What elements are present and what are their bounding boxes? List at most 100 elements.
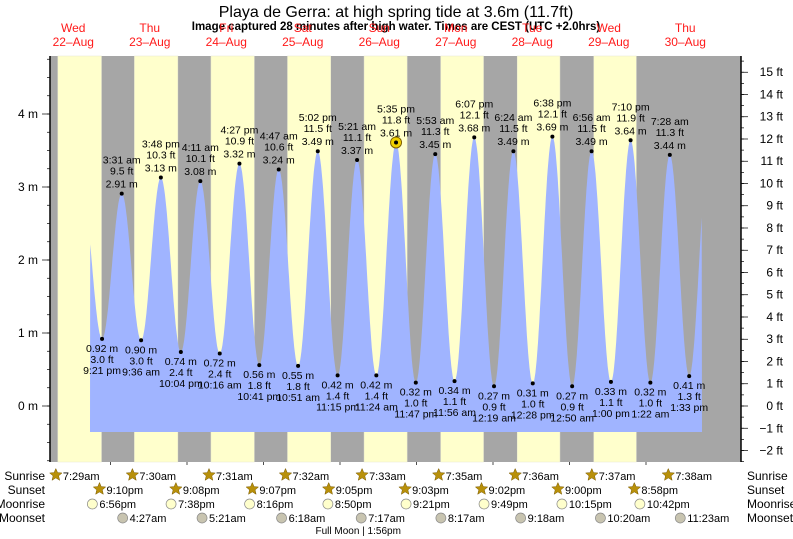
sunset-time: 9:10pm: [106, 485, 143, 497]
sunrise-star-icon: [202, 467, 216, 481]
moonrise-moon-icon: [165, 498, 177, 510]
high-tide-metres: 3.64 m: [615, 125, 647, 137]
high-tide-point: [433, 152, 438, 157]
low-tide-feet: 3.0 ft: [90, 354, 113, 366]
moonrise-time: 9:21pm: [413, 499, 450, 511]
axes: 0 m 1 m 2 m 3 m 4 m −2 ft −1 ft 0 ft 1 ft 2 ft 3 f…: [18, 56, 784, 465]
low-tide-time: 10:04 pm: [159, 378, 203, 390]
sunset-star-icon: [245, 481, 260, 495]
low-tide-feet: 1.8 ft: [248, 380, 271, 392]
sunset-star-icon: [398, 481, 412, 495]
low-tide-metres: 0.27 m: [478, 390, 510, 402]
moonrise-time: 10:15pm: [569, 499, 612, 511]
low-tide-feet: 1.1 ft: [443, 396, 466, 408]
high-tide-time: 6:56 am: [573, 112, 611, 124]
high-tide-point: [276, 167, 281, 172]
sunset-star-icon: [551, 481, 565, 495]
high-tide-metres: 3.61 m: [380, 127, 412, 139]
moonset-time: 4:27am: [130, 513, 167, 525]
low-tide-metres: 0.42 m: [322, 379, 354, 391]
sunrise-star-icon: [584, 467, 599, 481]
sunrise-time: 7:31am: [216, 471, 253, 483]
day-label-date: 29–Aug: [588, 35, 629, 49]
sunrise-time: 7:32am: [293, 471, 330, 483]
high-tide-time: 5:21 am: [338, 121, 376, 133]
right-axis-label: 7 ft: [766, 243, 783, 257]
sunset-star-icon: [169, 481, 183, 495]
low-tide-feet: 1.3 ft: [678, 391, 701, 403]
high-tide-feet: 10.1 ft: [186, 153, 215, 165]
moonset-row-label-right: Moonset: [747, 511, 793, 525]
low-tide-point: [648, 380, 653, 385]
day-label-date: 30–Aug: [665, 35, 706, 49]
moonrise-time: 6:56pm: [99, 499, 136, 511]
high-tide-feet: 11.9 ft: [616, 112, 644, 124]
high-tide-feet: 11.3 ft: [656, 127, 684, 139]
low-tide-point: [100, 336, 105, 341]
sunset-star-icon: [474, 481, 489, 495]
sunrise-time: 7:36am: [522, 471, 559, 483]
low-tide-time: 1:22 am: [631, 409, 669, 421]
left-axis-label: 2 m: [18, 253, 38, 267]
high-tide-time: 6:38 pm: [533, 98, 571, 110]
sunset-time: 8:58pm: [641, 485, 678, 497]
high-tide-time: 3:48 pm: [142, 139, 180, 151]
right-axis-label: 10 ft: [760, 176, 784, 190]
high-tide-point: [355, 157, 360, 162]
low-tide-point: [492, 384, 497, 389]
sunrise-star-icon: [431, 467, 446, 481]
right-axis-label: 2 ft: [766, 354, 783, 368]
low-tide-point: [687, 374, 692, 379]
low-tide-feet: 1.0 ft: [639, 398, 662, 410]
low-tide-feet: 0.9 ft: [482, 401, 505, 413]
moonset-time: 10:20am: [607, 513, 650, 525]
low-tide-point: [139, 338, 144, 343]
day-label-weekday: Thu: [139, 21, 160, 35]
right-axis-label: 11 ft: [761, 154, 784, 168]
low-tide-metres: 0.32 m: [634, 387, 666, 399]
moonrise-moon-icon: [556, 498, 568, 510]
right-axis-label: 14 ft: [760, 87, 784, 101]
moonset-moon-icon: [674, 512, 686, 524]
right-axis-label: −2 ft: [759, 444, 783, 458]
chart-title: Playa de Gerra: at high spring tide at 3…: [219, 4, 574, 21]
low-tide-time: 11:24 am: [355, 401, 398, 413]
low-tide-time: 9:36 am: [122, 366, 160, 378]
high-tide-time: 5:53 am: [416, 115, 454, 127]
sunset-row-label-right: Sunset: [747, 483, 785, 497]
high-tide-point: [394, 140, 399, 145]
high-tide-time: 4:11 am: [182, 142, 219, 154]
high-tide-point: [158, 175, 163, 180]
high-tide-feet: 9.5 ft: [110, 166, 133, 178]
moonrise-moon-icon: [86, 498, 98, 510]
sunrise-time: 7:29am: [63, 471, 100, 483]
high-tide-point: [315, 149, 320, 154]
high-tide-time: 4:27 pm: [220, 125, 258, 137]
moonrise-time: 9:49pm: [491, 499, 528, 511]
high-tide-point: [589, 149, 594, 154]
low-tide-point: [530, 381, 535, 386]
high-tide-metres: 3.37 m: [341, 145, 373, 157]
low-tide-feet: 3.0 ft: [129, 355, 152, 367]
low-tide-feet: 2.4 ft: [169, 367, 192, 379]
sunrise-star-icon: [278, 467, 293, 481]
right-axis-label: 1 ft: [766, 377, 783, 391]
low-tide-feet: 1.0 ft: [521, 398, 544, 410]
high-tide-point: [119, 191, 124, 196]
sunrise-star-icon: [355, 467, 369, 481]
sunrise-star-icon: [49, 467, 63, 481]
low-tide-metres: 0.56 m: [243, 369, 275, 381]
high-tide-metres: 2.91 m: [106, 179, 138, 191]
left-axis-label: 3 m: [18, 180, 38, 194]
low-tide-metres: 0.34 m: [438, 385, 470, 397]
low-tide-time: 1:33 pm: [670, 402, 708, 414]
low-tide-point: [570, 384, 575, 389]
moonset-time: 7:17am: [368, 513, 405, 525]
low-tide-time: 10:41 pm: [237, 391, 281, 403]
high-tide-time: 6:24 am: [494, 112, 532, 124]
sunrise-star-icon: [508, 467, 523, 481]
low-tide-point: [335, 373, 340, 378]
right-axis-label: 4 ft: [766, 310, 783, 324]
high-tide-time: 6:07 pm: [455, 98, 493, 110]
